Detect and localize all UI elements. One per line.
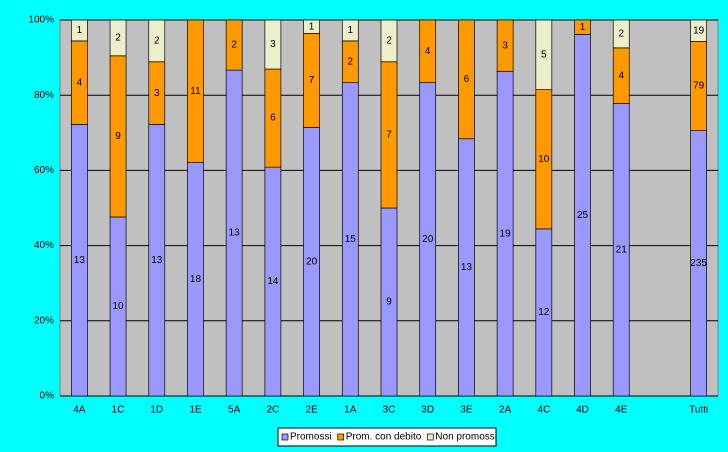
legend-swatch <box>426 433 434 441</box>
data-label: 25 <box>577 210 589 221</box>
data-label: 9 <box>115 131 121 142</box>
bar-segment <box>148 19 166 63</box>
data-label: 19 <box>500 228 512 239</box>
data-label: 79 <box>693 81 705 92</box>
legend-swatch <box>337 433 345 441</box>
data-label: 4 <box>77 77 83 88</box>
x-tick-label: 4C <box>537 405 550 416</box>
data-label: 7 <box>309 75 315 86</box>
x-tick-label: 4D <box>576 405 589 416</box>
data-label: 21 <box>616 244 628 255</box>
bar-segment <box>264 19 282 70</box>
bar-segment <box>109 19 127 57</box>
legend-box <box>277 427 497 447</box>
x-tick-label: 1E <box>189 405 202 416</box>
bar-segment <box>303 19 320 34</box>
data-label: 10 <box>538 154 550 165</box>
data-label: 13 <box>151 255 163 266</box>
x-tick-label: Tutti <box>689 405 708 416</box>
data-label: 18 <box>190 274 202 285</box>
data-label: 1 <box>77 25 83 36</box>
x-tick-label: 3E <box>460 405 473 416</box>
data-label: 6 <box>270 113 276 124</box>
bar-segment <box>690 19 707 42</box>
x-tick-label: 3D <box>421 405 434 416</box>
bar-segment <box>380 19 398 63</box>
data-label: 1 <box>348 25 354 36</box>
data-label: 11 <box>190 86 201 97</box>
legend-swatch <box>281 433 289 441</box>
data-label: 13 <box>229 228 241 239</box>
data-label: 1 <box>309 21 315 32</box>
bar-segment <box>225 19 243 71</box>
x-tick-label: 5A <box>228 405 241 416</box>
bar-segment <box>458 19 475 140</box>
data-label: 6 <box>464 74 470 85</box>
y-tick-label: 0% <box>40 391 55 402</box>
data-label: 13 <box>461 262 473 273</box>
x-tick-label: 1C <box>112 405 125 416</box>
y-tick-label: 20% <box>34 315 54 326</box>
bar-segment <box>419 19 437 84</box>
data-label: 1 <box>580 22 586 33</box>
data-label: 4 <box>425 46 431 57</box>
data-label: 12 <box>538 307 550 318</box>
y-tick-label: 80% <box>34 90 54 101</box>
x-tick-label: 4A <box>73 405 86 416</box>
data-label: 2 <box>348 56 354 67</box>
x-tick-label: 2E <box>305 405 318 416</box>
data-label: 19 <box>693 25 705 36</box>
data-label: 20 <box>306 256 318 267</box>
legend-label: Prom. con debito <box>346 432 422 443</box>
data-label: 235 <box>690 258 707 269</box>
data-label: 2 <box>231 40 237 51</box>
legend-label: Promossi <box>290 432 332 443</box>
data-label: 9 <box>386 297 392 308</box>
data-label: 20 <box>422 234 434 245</box>
data-label: 2 <box>154 36 160 47</box>
x-tick-label: 1A <box>344 405 357 416</box>
data-label: 2 <box>386 36 392 47</box>
x-tick-label: 2A <box>499 405 512 416</box>
y-tick-label: 40% <box>34 240 54 251</box>
data-label: 10 <box>112 301 124 312</box>
bar-segment <box>187 19 204 163</box>
bar-segment <box>574 19 591 35</box>
legend-label: Non promossi <box>435 432 497 443</box>
data-label: 13 <box>74 255 86 266</box>
y-tick-label: 100% <box>28 15 54 26</box>
x-tick-label: 4E <box>615 405 628 416</box>
data-label: 4 <box>618 70 624 81</box>
data-label: 2 <box>618 29 624 40</box>
x-tick-label: 3C <box>383 405 396 416</box>
data-label: 3 <box>154 88 160 99</box>
bar-segment <box>71 19 88 42</box>
y-tick-label: 60% <box>34 165 54 176</box>
data-label: 2 <box>115 33 121 44</box>
data-label: 15 <box>345 234 357 245</box>
bar-segment <box>496 19 514 72</box>
data-label: 7 <box>386 130 392 141</box>
x-tick-label: 1D <box>150 405 163 416</box>
bar-segment <box>341 19 359 42</box>
data-label: 5 <box>541 49 547 60</box>
bar-segment <box>535 19 553 90</box>
bar-segment <box>612 19 630 49</box>
data-label: 3 <box>502 40 508 51</box>
x-tick-label: 2C <box>266 405 279 416</box>
data-label: 14 <box>267 276 279 287</box>
data-label: 3 <box>270 39 276 50</box>
